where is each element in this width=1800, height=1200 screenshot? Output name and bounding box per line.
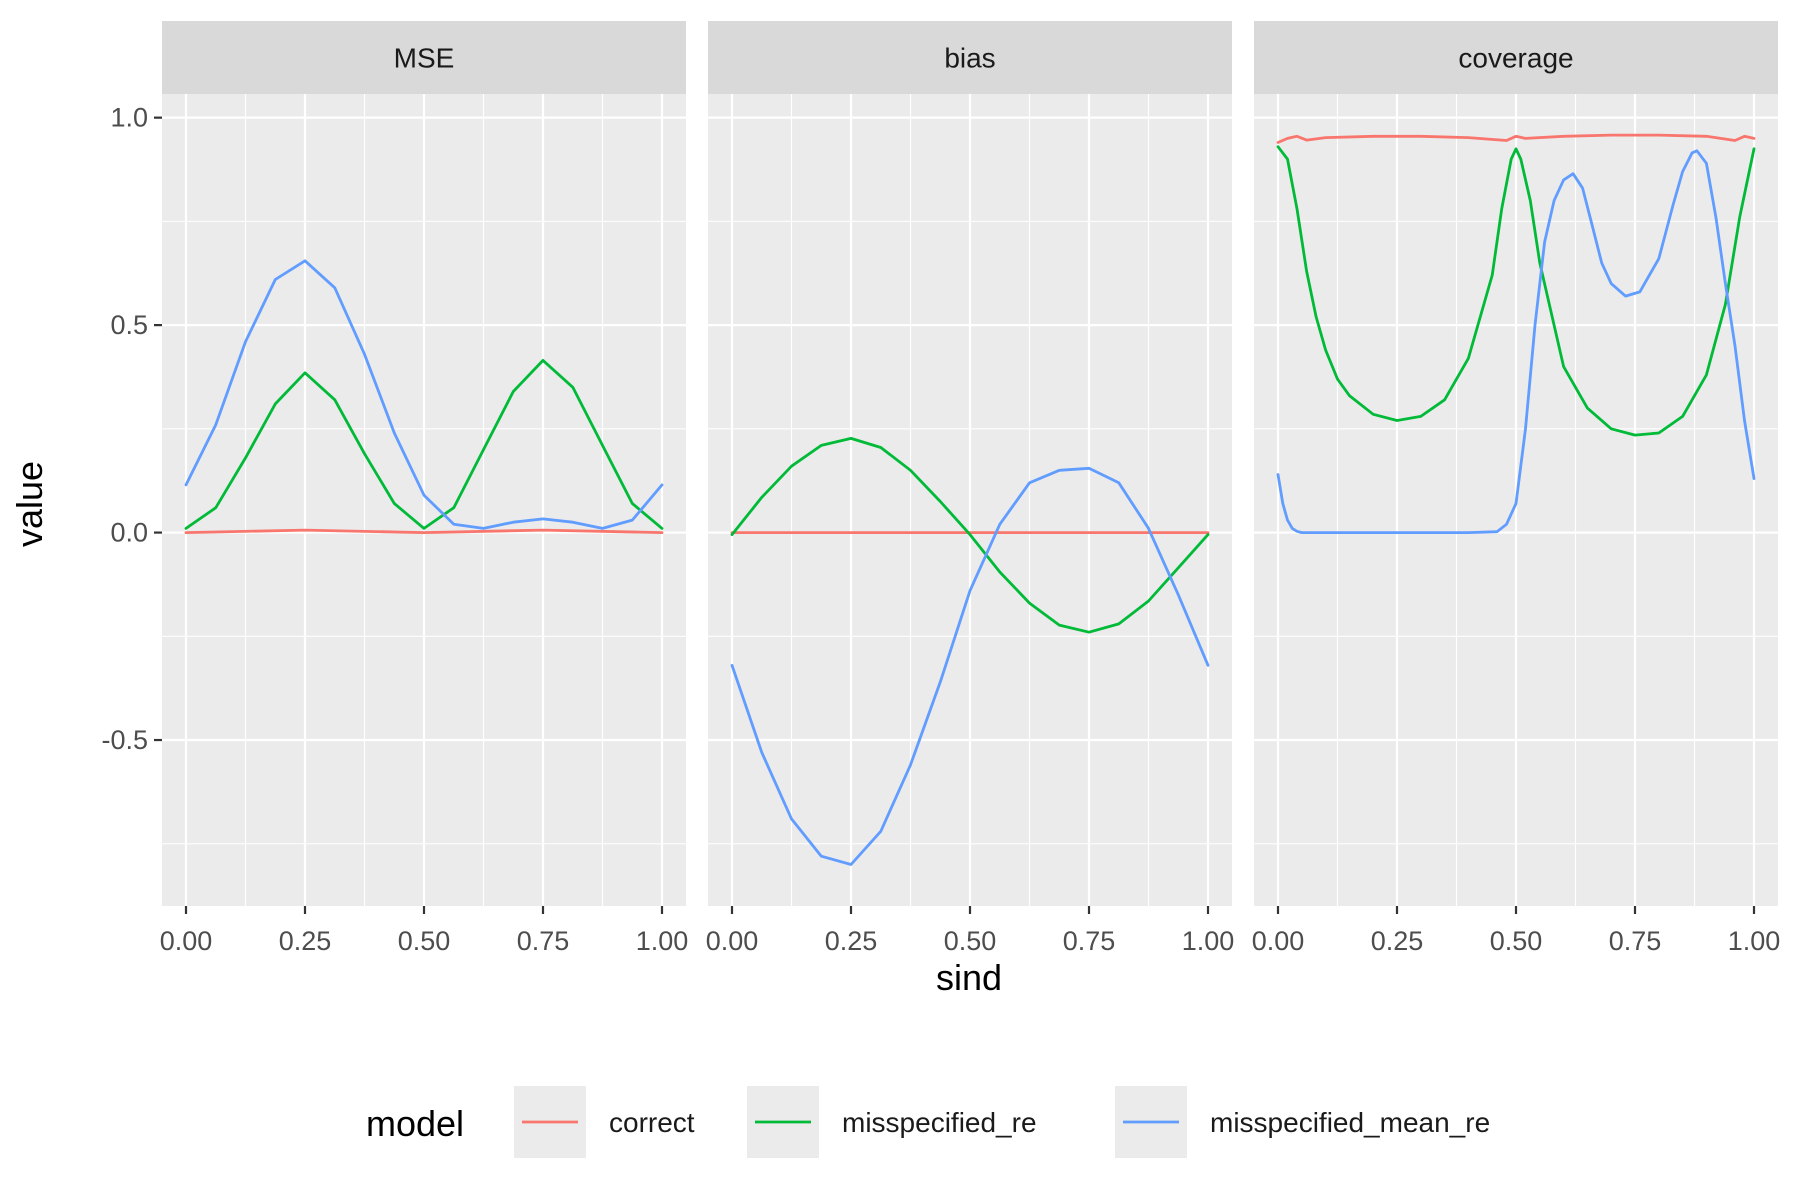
- legend-item-misspecified-mean-re: misspecified_mean_re: [1115, 1086, 1490, 1158]
- x-tick-label: 1.00: [1182, 926, 1235, 956]
- facet-strip-label: MSE: [394, 43, 455, 74]
- x-axis-title: sind: [936, 957, 1002, 998]
- legend-item-misspecified-re: misspecified_re: [747, 1086, 1037, 1158]
- x-tick-label: 0.50: [1490, 926, 1543, 956]
- facet-strip-label: coverage: [1458, 43, 1573, 74]
- x-tick-label: 1.00: [636, 926, 689, 956]
- facet-strip-label: bias: [944, 43, 995, 74]
- y-tick-label: -0.5: [101, 725, 148, 755]
- legend: model correct misspecified_re misspecified_…: [366, 1086, 1490, 1158]
- x-tick-label: 0.25: [1371, 926, 1424, 956]
- legend-item-correct: correct: [514, 1086, 695, 1158]
- y-tick-label: 0.0: [110, 518, 148, 548]
- x-tick-label: 0.25: [825, 926, 878, 956]
- legend-label: correct: [609, 1107, 695, 1138]
- x-tick-label: 0.00: [1252, 926, 1305, 956]
- x-tick-label: 0.00: [160, 926, 213, 956]
- x-tick-label: 0.50: [944, 926, 997, 956]
- y-tick-label: 0.5: [110, 310, 148, 340]
- legend-label: misspecified_re: [842, 1107, 1037, 1138]
- facet-panel-bias: bias 0.00 0.25 0.50 0.75 1.00: [706, 21, 1235, 956]
- x-tick-label: 1.00: [1728, 926, 1781, 956]
- x-tick-label: 0.75: [1063, 926, 1116, 956]
- x-tick-label: 0.75: [517, 926, 570, 956]
- y-axis-title: value: [9, 461, 50, 547]
- y-tick-label: 1.0: [110, 103, 148, 133]
- facet-panel-coverage: coverage 0.00 0.25 0.50 0.75 1.00: [1252, 21, 1781, 956]
- x-tick-label: 0.25: [279, 926, 332, 956]
- x-tick-label: 0.50: [398, 926, 451, 956]
- x-tick-label: 0.00: [706, 926, 759, 956]
- facet-panel-mse: MSE 0.00 0.25 0.50 0.75 1.00: [160, 21, 689, 956]
- legend-title: model: [366, 1103, 464, 1144]
- legend-label: misspecified_mean_re: [1210, 1107, 1490, 1138]
- x-tick-label: 0.75: [1609, 926, 1662, 956]
